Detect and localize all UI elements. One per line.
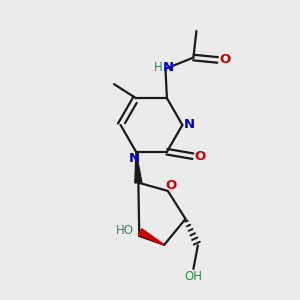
Text: N: N [129,152,140,165]
Text: O: O [166,178,177,191]
Text: O: O [219,53,230,66]
Text: N: N [162,61,173,74]
Text: HO: HO [116,224,134,238]
Text: N: N [183,118,194,131]
Polygon shape [139,229,164,245]
Text: H: H [154,61,163,74]
Text: OH: OH [185,270,203,283]
Text: O: O [195,150,206,163]
Polygon shape [135,152,142,183]
